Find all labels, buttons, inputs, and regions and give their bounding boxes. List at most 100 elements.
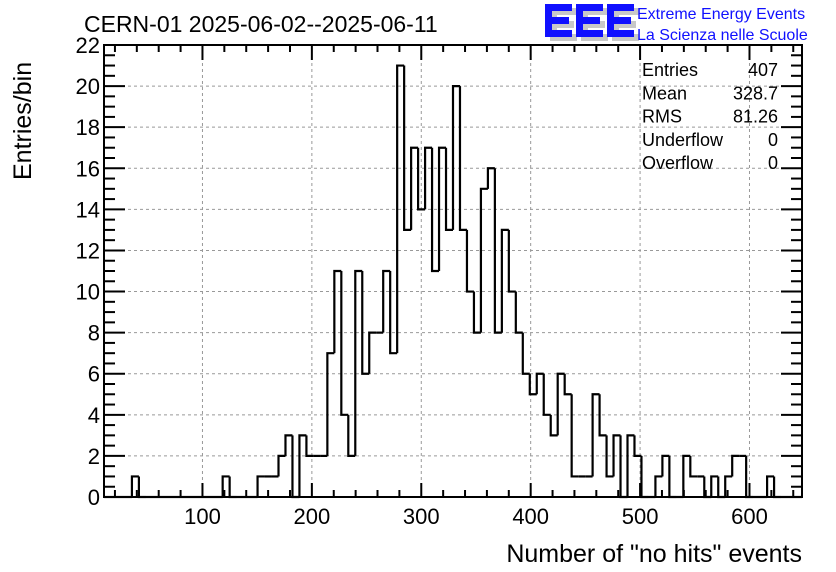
x-tick-label: 600 [731, 504, 768, 529]
x-tick-label: 200 [294, 504, 331, 529]
stats-box: Entries 407 Mean 328.7 RMS 81.26 Underflow 0 Ove… [642, 60, 778, 173]
histogram-bin [347, 414, 356, 458]
histogram-bin [598, 394, 607, 437]
logo-e-middle-bar [581, 21, 605, 28]
logo-letter-shadow [581, 8, 608, 41]
y-tick-label: 22 [76, 33, 100, 58]
histogram-bin [333, 269, 342, 354]
eee-logo-mark [545, 4, 639, 41]
histogram-bin [668, 455, 677, 499]
x-tick-label: 300 [403, 504, 440, 529]
histogram-bin [228, 476, 237, 499]
axis-ticks [104, 44, 802, 498]
histogram-bin [654, 475, 663, 497]
histogram-bin [682, 454, 691, 497]
chart-title: CERN-01 2025-06-02--2025-06-11 [84, 11, 438, 37]
y-tick-label: 8 [88, 321, 100, 346]
histogram-bin [563, 373, 572, 396]
histogram-bin [305, 435, 314, 458]
histogram-bin [423, 146, 433, 210]
logo-e-bottom-bar [607, 30, 634, 37]
histogram-bin [633, 435, 642, 458]
histogram-bin [137, 476, 146, 499]
x-tick-label: 100 [184, 504, 221, 529]
histogram-bin [514, 291, 523, 334]
histogram-bin [507, 229, 516, 293]
histogram-bin [766, 475, 775, 497]
histogram-bin [731, 454, 740, 477]
logo-e-bottom-bar [612, 34, 639, 41]
histogram-bin [479, 187, 488, 333]
histogram-bin [521, 332, 530, 375]
histogram-bin [396, 64, 405, 354]
histogram-bin [458, 86, 467, 232]
histogram-bin [451, 84, 460, 230]
stats-label: Underflow [642, 130, 724, 150]
histogram-bin [612, 434, 621, 477]
stats-label: Mean [642, 83, 687, 103]
logo-letter [545, 4, 572, 37]
stats-label: Overflow [642, 153, 714, 173]
histogram-bin [410, 146, 419, 230]
y-tick-label: 0 [88, 485, 100, 510]
histogram-bin [500, 228, 509, 333]
histogram-bin [535, 372, 544, 395]
histogram-bin [549, 414, 558, 437]
histogram-bin [340, 271, 349, 416]
logo-letter-shadow [550, 8, 577, 41]
histogram-bin [403, 65, 412, 232]
stats-value: 0 [768, 130, 778, 150]
histogram-bin [591, 393, 600, 477]
y-tick-label: 12 [76, 238, 100, 263]
histogram-bin [640, 455, 649, 499]
logo-e-middle-bar [545, 17, 569, 24]
logo-e-top-bar [576, 4, 603, 11]
logo-letter [607, 4, 634, 37]
logo-e-top-bar [607, 4, 634, 11]
y-tick-label: 10 [76, 280, 100, 305]
histogram-bin [361, 271, 370, 375]
histogram-bin [130, 475, 139, 497]
y-tick-label: 14 [76, 197, 100, 222]
tick-labels: 100 200 300 400 500 600 0 2 4 6 8 10 12 14 16 18 20 22 [76, 33, 768, 529]
stats-label: Entries [642, 60, 698, 80]
y-tick-label: 18 [76, 115, 100, 140]
histogram-bin [444, 147, 453, 232]
stats-value: 407 [748, 60, 778, 80]
logo-e-bottom-bar [576, 30, 603, 37]
y-tick-label: 2 [88, 444, 100, 469]
histogram-bin [389, 271, 398, 355]
logo-line-1: Extreme Energy Events [637, 6, 805, 23]
stats-label: RMS [642, 107, 682, 127]
stats-value: 328.7 [733, 83, 778, 103]
logo-line-2: La Scienza nelle Scuole [637, 27, 808, 44]
histogram-bin [570, 394, 579, 478]
histogram-bin [472, 291, 481, 334]
histogram-bin [256, 475, 265, 497]
logo-e-bottom-bar [550, 34, 577, 41]
logo-letter [576, 4, 603, 37]
histogram-bin [382, 269, 391, 333]
logo-e-middle-bar [612, 21, 636, 28]
histogram-bin [486, 167, 495, 189]
histogram-bin [626, 434, 635, 497]
histogram-bin [661, 454, 670, 477]
histogram-bin [724, 475, 733, 497]
stats-value: 81.26 [733, 107, 778, 127]
logo-e-middle-bar [607, 17, 631, 24]
logo-e-top-bar [550, 8, 577, 15]
histogram-bin [430, 147, 440, 273]
histogram-bin [284, 434, 293, 456]
eee-logo: Extreme Energy Events La Scienza nelle S… [545, 4, 808, 44]
histogram-bin [437, 146, 447, 271]
logo-letter-shadow [612, 8, 639, 41]
histogram-bin [277, 454, 286, 477]
logo-e-middle-bar [576, 17, 600, 24]
histogram-bin [528, 373, 537, 396]
histogram-bin [542, 373, 551, 416]
y-tick-label: 20 [76, 74, 100, 99]
y-tick-label: 6 [88, 362, 100, 387]
histogram-bin [326, 352, 335, 456]
histogram-bin [556, 372, 565, 436]
